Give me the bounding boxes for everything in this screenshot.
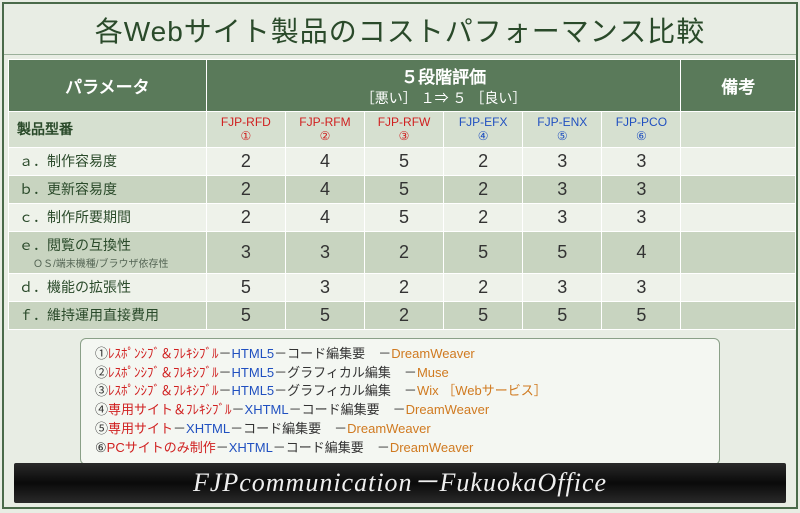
rating-cell: 5 [365,203,444,231]
rating-cell: 3 [206,231,285,273]
legend-line: ①ﾚｽﾎﾟﾝｼﾌﾞ＆ﾌﾚｷｼﾌﾞﾙ－HTML5－コード編集要 －DreamWea… [95,345,705,364]
hdr-remarks: 備考 [681,60,796,112]
model-FJP-ENX: FJP-ENX⑤ [523,112,602,148]
param-row-1: ｂ．更新容易度245233 [9,175,796,203]
remarks-cell [681,175,796,203]
legend-line: ④専用サイト＆ﾌﾚｷｼﾌﾞﾙ－XHTML－コード編集要 －DreamWeaver [95,401,705,420]
rating-cell: 3 [602,175,681,203]
param-label: ｄ．機能の拡張性 [9,273,207,301]
rating-cell: 5 [206,273,285,301]
model-FJP-RFM: FJP-RFM② [285,112,364,148]
rating-cell: 3 [523,175,602,203]
param-row-5: ｆ．維持運用直接費用552555 [9,301,796,329]
rating-cell: 3 [602,273,681,301]
rating-cell: 3 [285,231,364,273]
remarks-cell [681,231,796,273]
rating-cell: 5 [365,147,444,175]
param-label: ｃ．制作所要期間 [9,203,207,231]
rating-cell: 2 [444,147,523,175]
model-number-row: 製品型番FJP-RFD①FJP-RFM②FJP-RFW③FJP-EFX④FJP-… [9,112,796,148]
remarks-cell [681,301,796,329]
param-row-4: ｄ．機能の拡張性532233 [9,273,796,301]
legend-line: ⑤専用サイト－XHTML－コード編集要 －DreamWeaver [95,420,705,439]
model-FJP-RFW: FJP-RFW③ [365,112,444,148]
legend-line: ③ﾚｽﾎﾟﾝｼﾌﾞ＆ﾌﾚｷｼﾌﾞﾙ－HTML5－グラフィカル編集 －Wix ［W… [95,382,705,401]
model-label: 製品型番 [9,112,207,148]
param-label: ｂ．更新容易度 [9,175,207,203]
rating-cell: 2 [444,175,523,203]
comparison-table: パラメータ ５段階評価 ［悪い］ １⇒ ５ ［良い］ 備考 製品型番FJP-RF… [8,59,796,330]
rating-cell: 2 [206,147,285,175]
rating-cell: 5 [444,231,523,273]
rating-cell: 2 [365,231,444,273]
rating-cell: 5 [285,301,364,329]
hdr-param: パラメータ [9,60,207,112]
rating-cell: 5 [206,301,285,329]
model-FJP-PCO: FJP-PCO⑥ [602,112,681,148]
rating-cell: 4 [602,231,681,273]
rating-cell: 5 [602,301,681,329]
remarks-cell [681,203,796,231]
rating-cell: 2 [365,301,444,329]
rating-cell: 4 [285,203,364,231]
rating-cell: 2 [365,273,444,301]
rating-cell: 2 [444,203,523,231]
param-label: ｆ．維持運用直接費用 [9,301,207,329]
rating-cell: 3 [523,147,602,175]
rating-cell: 3 [602,203,681,231]
remarks-cell [681,147,796,175]
rating-cell: 3 [523,273,602,301]
legend-line: ②ﾚｽﾎﾟﾝｼﾌﾞ＆ﾌﾚｷｼﾌﾞﾙ－HTML5－グラフィカル編集 －Muse [95,364,705,383]
rating-cell: 3 [285,273,364,301]
legend-line: ⑥PCサイトのみ制作－XHTML－コード編集要 －DreamWeaver [95,439,705,458]
rating-cell: 3 [602,147,681,175]
legend-box: ①ﾚｽﾎﾟﾝｼﾌﾞ＆ﾌﾚｷｼﾌﾞﾙ－HTML5－コード編集要 －DreamWea… [80,338,720,465]
rating-cell: 4 [285,175,364,203]
rating-cell: 5 [523,231,602,273]
rating-cell: 4 [285,147,364,175]
remarks-cell [681,273,796,301]
param-row-2: ｃ．制作所要期間245233 [9,203,796,231]
param-label: ａ．制作容易度 [9,147,207,175]
hdr-rating: ５段階評価 ［悪い］ １⇒ ５ ［良い］ [206,60,681,112]
slide-frame: 各Webサイト製品のコストパフォーマンス比較 パラメータ ５段階評価 ［悪い］ … [2,2,798,509]
model-FJP-RFD: FJP-RFD① [206,112,285,148]
header-row-1: パラメータ ５段階評価 ［悪い］ １⇒ ５ ［良い］ 備考 [9,60,796,112]
footer-banner: FJPcommunication－FukuokaOffice [14,463,786,503]
rating-cell: 5 [444,301,523,329]
model-remarks-cell [681,112,796,148]
page-title: 各Webサイト製品のコストパフォーマンス比較 [4,4,796,55]
rating-cell: 2 [206,203,285,231]
param-row-3: ｅ．閲覧の互換性ＯＳ/端末機種/ブラウザ依存性332554 [9,231,796,273]
rating-cell: 5 [523,301,602,329]
model-FJP-EFX: FJP-EFX④ [444,112,523,148]
param-label: ｅ．閲覧の互換性ＯＳ/端末機種/ブラウザ依存性 [9,231,207,273]
rating-cell: 5 [365,175,444,203]
rating-cell: 2 [444,273,523,301]
param-row-0: ａ．制作容易度245233 [9,147,796,175]
rating-cell: 2 [206,175,285,203]
rating-cell: 3 [523,203,602,231]
